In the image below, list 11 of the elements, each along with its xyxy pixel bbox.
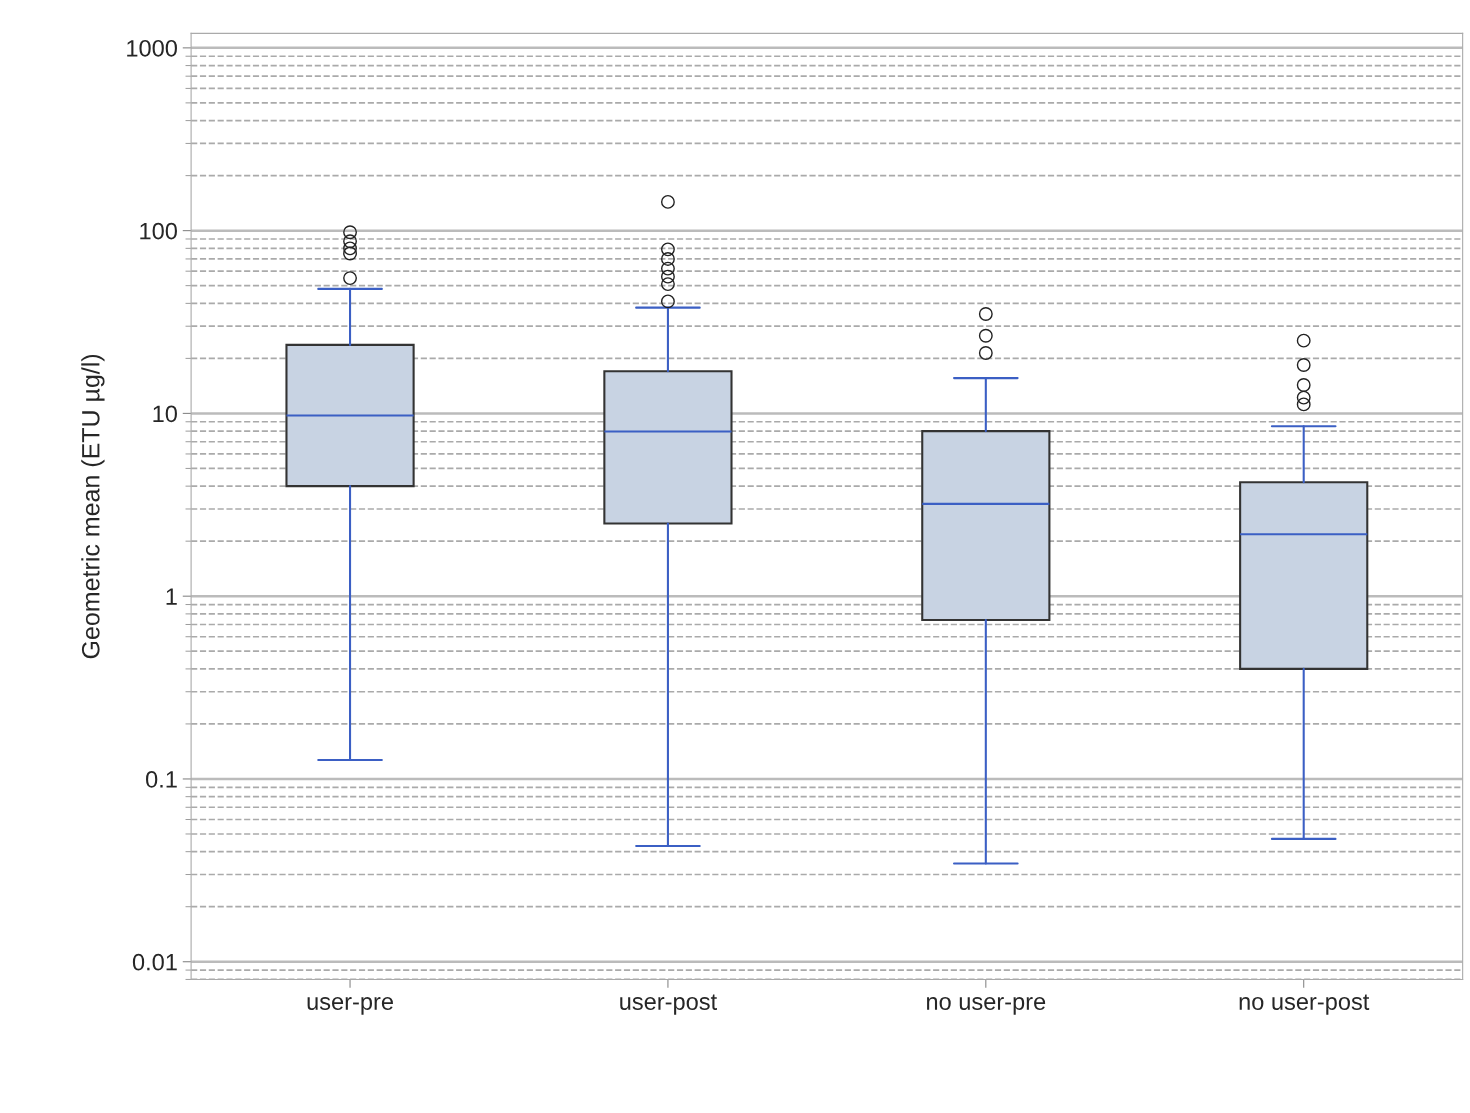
y-tick-label: 0.1 [146,771,177,788]
y-axis-title: Geometric mean (ETU µg/l) [81,354,105,659]
x-tick-label: user-post [620,994,717,1015]
x-tick-label: no user-pre [927,997,1046,1015]
y-tick-label: 1 [166,588,177,605]
x-tick-label: user-pre [307,997,393,1015]
y-tick-label: 1000 [127,39,177,57]
x-tick-label: no user-post [1239,994,1370,1015]
y-tick-label: 0.01 [132,953,177,971]
y-tick-label: 10 [153,405,177,423]
y-tick-label: 100 [140,222,177,240]
